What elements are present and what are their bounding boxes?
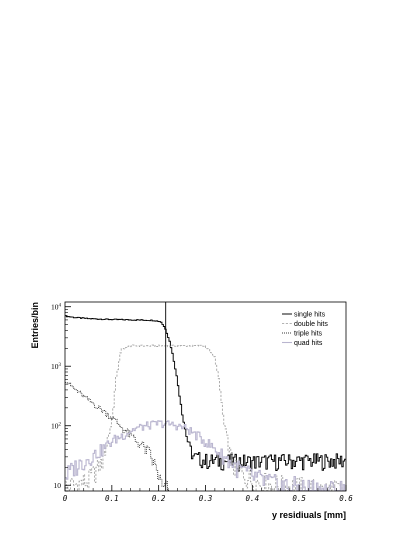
y-tick-label: 104 bbox=[51, 303, 62, 312]
x-tick-label: 0 bbox=[63, 494, 68, 503]
legend-label: quad hits bbox=[294, 340, 323, 347]
x-tick-label: 0.2 bbox=[152, 494, 166, 503]
series-line-triple-hits bbox=[65, 382, 169, 491]
y-axis-label: Entries/bin bbox=[30, 302, 40, 349]
legend: single hits double hits triple hits quad hi… bbox=[282, 312, 328, 347]
x-tick-label: 0.1 bbox=[105, 494, 119, 503]
y-tick-label: 102 bbox=[51, 422, 62, 431]
y-tick-label: 103 bbox=[51, 362, 62, 371]
x-tick-label: 0.4 bbox=[246, 494, 260, 503]
series-line-double-hits bbox=[65, 344, 346, 491]
series-layer bbox=[65, 315, 346, 492]
x-tick-label: 0.5 bbox=[292, 494, 306, 503]
x-axis-label: y residiuals [mm] bbox=[272, 510, 346, 520]
series-line-quad-hits bbox=[65, 420, 346, 492]
legend-label: double hits bbox=[294, 321, 328, 328]
x-tick-label: 0.3 bbox=[199, 494, 213, 503]
legend-label: triple hits bbox=[294, 331, 323, 338]
x-tick-label: 0.6 bbox=[339, 494, 353, 503]
legend-label: single hits bbox=[294, 312, 326, 319]
ticks-layer: 0 0.1 0.2 0.3 0.4 0.5 0.6 10 102 103 104 bbox=[51, 303, 353, 503]
y-tick-label: 10 bbox=[54, 481, 62, 490]
series-line-single-hits bbox=[65, 315, 346, 472]
